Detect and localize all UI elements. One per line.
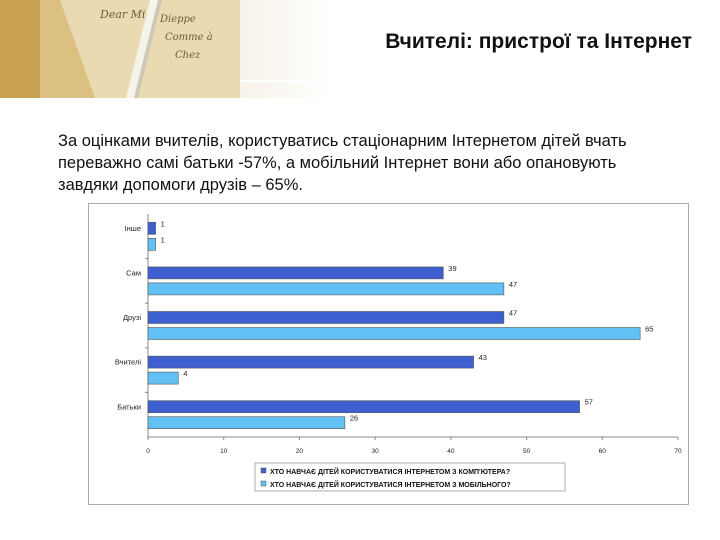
x-tick-label: 50 [523, 448, 531, 455]
category-label: Сам [126, 269, 141, 278]
photo-script-line-4: Chez [175, 50, 201, 61]
legend-box [254, 462, 566, 492]
bar [147, 400, 580, 413]
data-label: 1 [161, 219, 165, 228]
bar [147, 221, 156, 235]
data-label: 4 [183, 369, 187, 378]
bar [147, 371, 179, 385]
bar [147, 237, 156, 251]
data-label: 57 [585, 398, 593, 407]
data-label: 65 [645, 325, 653, 334]
category-label: Друзі [123, 313, 141, 322]
data-label: 26 [350, 414, 358, 423]
legend-entry: ХТО НАВЧАЄ ДІТЕЙ КОРИСТУВАТИСЯ ІНТЕРНЕТО… [270, 480, 511, 489]
pen-icon [126, 0, 162, 98]
notebook-pen-photo: Dear Mi Dieppe Comme à Chez [0, 0, 240, 98]
photo-script-line-2: Dieppe [159, 14, 196, 25]
data-label: 47 [509, 280, 517, 289]
photo-script-line-3: Comme à [165, 32, 213, 43]
legend-swatch [260, 467, 267, 474]
x-tick-label: 60 [599, 448, 607, 455]
legend-entry: ХТО НАВЧАЄ ДІТЕЙ КОРИСТУВАТИСЯ ІНТЕРНЕТО… [270, 467, 510, 476]
bar-chart: 0 10 20 30 40 50 60 70 Інше 1 1 Сам 39 47 Друзі 47 65 Вчи… [115, 214, 682, 492]
bar [147, 327, 641, 340]
slide-title: Вчителі: пристрої та Інтернет [385, 30, 692, 53]
data-label: 1 [161, 235, 165, 244]
bar [147, 282, 505, 296]
bar [147, 266, 444, 280]
x-tick-label: 40 [447, 448, 455, 455]
x-tick-label: 0 [146, 448, 150, 455]
data-label: 47 [509, 309, 517, 318]
intro-text: За оцінками вчителів, користуватись стац… [58, 132, 627, 194]
category-label: Вчителі [115, 358, 141, 367]
x-tick-label: 70 [674, 448, 682, 455]
bar [147, 416, 346, 429]
category-label: Інше [125, 224, 141, 233]
data-label: 43 [479, 353, 487, 362]
chart-frame: 0 10 20 30 40 50 60 70 Інше 1 1 Сам 39 47 Друзі 47 65 Вчи… [88, 203, 689, 505]
x-tick-label: 30 [372, 448, 380, 455]
photo-script-line-1: Dear Mi [99, 8, 145, 21]
category-label: Батьки [117, 402, 141, 411]
x-tick-label: 20 [296, 448, 304, 455]
data-label: 39 [448, 264, 456, 273]
bar [147, 311, 505, 324]
x-tick-label: 10 [220, 448, 228, 455]
legend-swatch [260, 480, 267, 487]
header-rule [240, 80, 720, 82]
bar [147, 355, 474, 369]
